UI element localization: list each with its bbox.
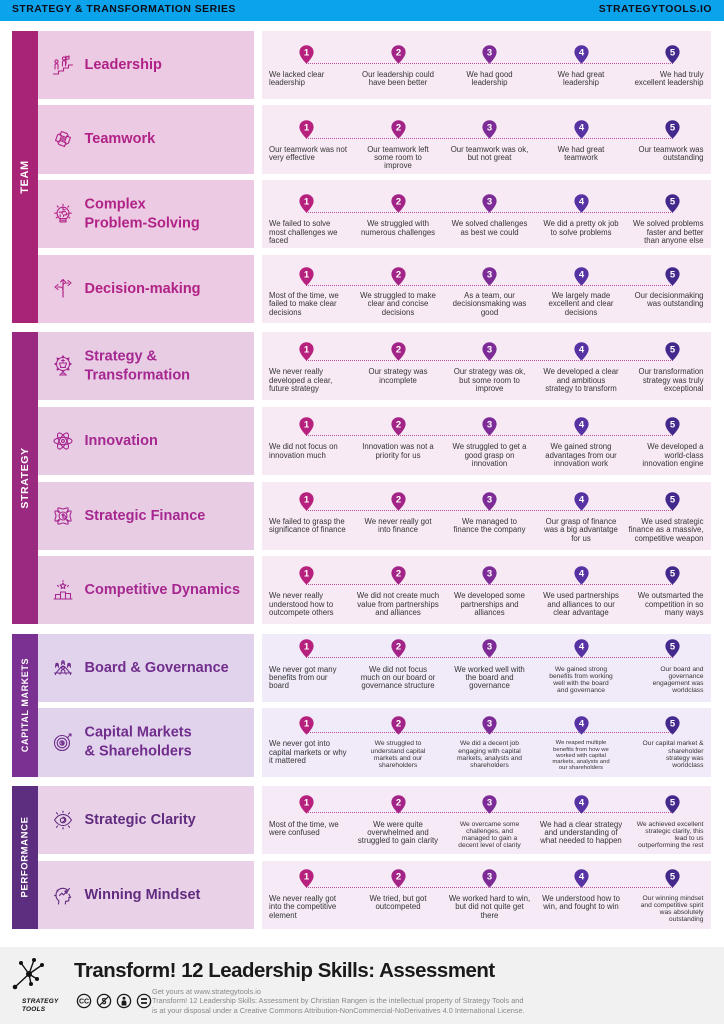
svg-text:3: 3: [487, 642, 492, 653]
svg-text:5: 5: [670, 345, 676, 356]
svg-text:3: 3: [487, 345, 492, 356]
svg-text:3: 3: [487, 797, 492, 808]
svg-text:4: 4: [578, 718, 584, 729]
svg-text:1: 1: [304, 269, 310, 280]
svg-text:5: 5: [670, 568, 676, 579]
svg-text:1: 1: [304, 197, 310, 208]
svg-text:2: 2: [395, 642, 400, 653]
svg-text:5: 5: [670, 797, 676, 808]
svg-text:2: 2: [395, 872, 400, 883]
svg-text:5: 5: [670, 718, 676, 729]
svg-text:3: 3: [487, 47, 492, 58]
svg-text:2: 2: [395, 345, 400, 356]
svg-text:3: 3: [487, 419, 492, 430]
svg-text:4: 4: [578, 642, 584, 653]
svg-text:5: 5: [670, 494, 676, 505]
svg-text:2: 2: [395, 568, 400, 579]
svg-text:5: 5: [670, 642, 676, 653]
svg-text:2: 2: [395, 494, 400, 505]
svg-text:3: 3: [487, 872, 492, 883]
svg-text:1: 1: [304, 47, 310, 58]
svg-text:4: 4: [578, 197, 584, 208]
svg-text:CC: CC: [79, 998, 89, 1005]
svg-text:5: 5: [670, 419, 676, 430]
svg-text:5: 5: [670, 197, 676, 208]
svg-text:1: 1: [304, 345, 310, 356]
svg-text:3: 3: [487, 568, 492, 579]
svg-text:1: 1: [304, 872, 310, 883]
svg-text:1: 1: [304, 494, 310, 505]
svg-text:1: 1: [304, 797, 310, 808]
svg-text:2: 2: [395, 122, 400, 133]
svg-text:1: 1: [304, 718, 310, 729]
svg-text:3: 3: [487, 122, 492, 133]
svg-text:2: 2: [395, 797, 400, 808]
svg-text:4: 4: [578, 269, 584, 280]
svg-text:5: 5: [670, 47, 676, 58]
svg-text:5: 5: [670, 872, 676, 883]
svg-text:4: 4: [578, 419, 584, 430]
svg-text:4: 4: [578, 494, 584, 505]
svg-text:4: 4: [578, 345, 584, 356]
svg-text:2: 2: [395, 718, 400, 729]
svg-text:2: 2: [395, 47, 400, 58]
svg-text:2: 2: [395, 269, 400, 280]
svg-text:4: 4: [578, 47, 584, 58]
svg-text:1: 1: [304, 122, 310, 133]
svg-text:3: 3: [487, 269, 492, 280]
svg-text:1: 1: [304, 419, 310, 430]
svg-text:5: 5: [670, 122, 676, 133]
svg-text:5: 5: [670, 269, 676, 280]
svg-text:3: 3: [487, 494, 492, 505]
svg-text:1: 1: [304, 568, 310, 579]
svg-text:1: 1: [304, 642, 310, 653]
svg-text:4: 4: [578, 568, 584, 579]
svg-text:4: 4: [578, 797, 584, 808]
svg-text:2: 2: [395, 419, 400, 430]
svg-text:4: 4: [578, 872, 584, 883]
svg-text:4: 4: [578, 122, 584, 133]
svg-text:2: 2: [395, 197, 400, 208]
svg-text:3: 3: [487, 197, 492, 208]
svg-text:3: 3: [487, 718, 492, 729]
